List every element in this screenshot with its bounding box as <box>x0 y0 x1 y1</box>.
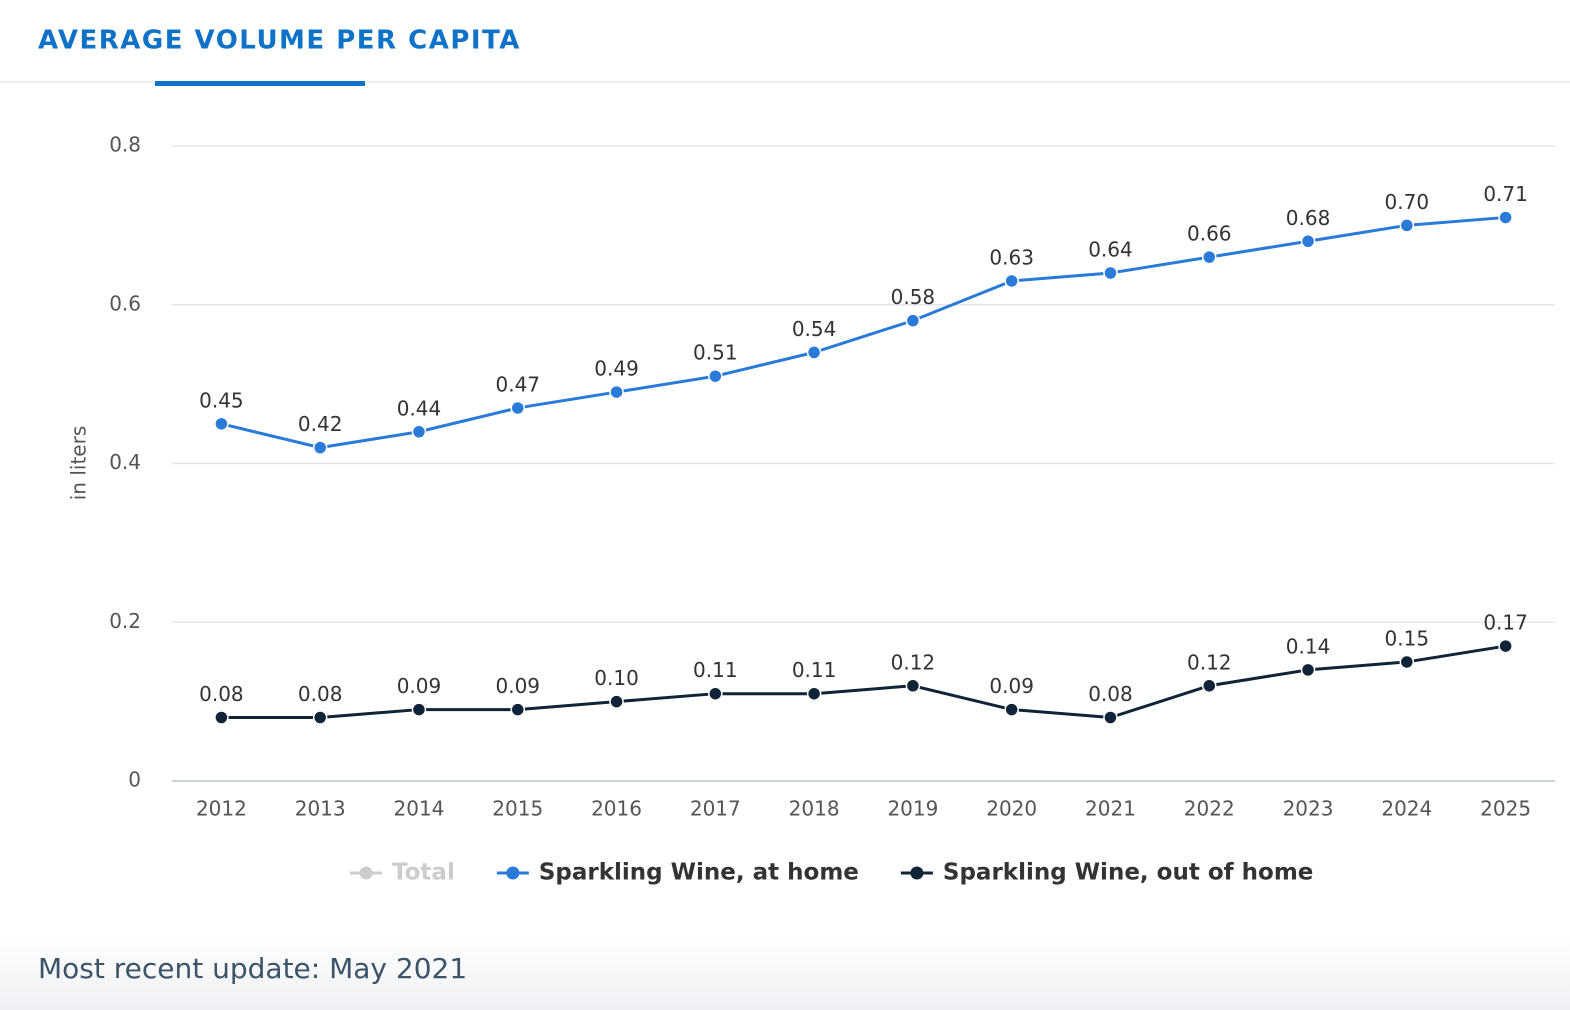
x-tick-label: 2015 <box>492 797 543 821</box>
data-label: 0.47 <box>495 372 540 396</box>
data-label: 0.54 <box>792 317 837 341</box>
data-label: 0.17 <box>1483 611 1528 635</box>
data-point <box>510 400 525 416</box>
data-point <box>806 345 822 360</box>
data-label: 0.12 <box>1187 650 1232 674</box>
data-label: 0.08 <box>199 682 244 706</box>
data-point <box>708 686 723 701</box>
data-label: 0.66 <box>1187 222 1232 246</box>
legend-marker <box>910 866 924 880</box>
data-point <box>1300 662 1316 678</box>
footer-bg <box>0 935 1570 1010</box>
data-label: 0.71 <box>1483 182 1528 206</box>
data-point <box>214 710 229 725</box>
tab-bar <box>0 0 1570 82</box>
x-tick-label: 2021 <box>1085 797 1136 821</box>
data-point <box>510 702 525 717</box>
data-point <box>1103 710 1118 725</box>
data-label: 0.15 <box>1385 626 1430 650</box>
x-tick-label: 2012 <box>196 797 247 821</box>
x-tick-label: 2023 <box>1283 797 1334 821</box>
data-point <box>1004 702 1019 717</box>
data-label: 0.44 <box>397 396 442 420</box>
data-point <box>312 710 328 725</box>
data-point <box>609 694 624 709</box>
y-tick-label: 0.6 <box>109 291 141 315</box>
data-label: 0.64 <box>1088 238 1133 262</box>
data-label: 0.51 <box>693 341 738 365</box>
data-point <box>1399 218 1415 233</box>
x-tick-label: 2013 <box>295 797 346 821</box>
data-label: 0.08 <box>1088 682 1133 706</box>
data-label: 0.10 <box>594 666 639 690</box>
data-label: 0.68 <box>1286 206 1331 230</box>
x-tick-label: 2020 <box>986 797 1037 821</box>
x-tick-label: 2017 <box>690 797 741 821</box>
data-point <box>905 313 921 328</box>
data-label: 0.09 <box>495 674 540 698</box>
x-tick-label: 2018 <box>789 797 840 821</box>
data-label: 0.45 <box>199 388 244 412</box>
data-point <box>1004 273 1019 289</box>
x-tick-label: 2016 <box>591 797 642 821</box>
data-point <box>609 384 624 400</box>
data-point <box>1202 249 1217 265</box>
data-point <box>411 702 427 717</box>
data-label: 0.58 <box>891 285 936 309</box>
data-label: 0.49 <box>594 357 639 381</box>
data-point <box>806 686 822 701</box>
data-label: 0.08 <box>298 682 343 706</box>
data-label: 0.70 <box>1385 190 1430 214</box>
data-label: 0.63 <box>989 245 1034 269</box>
data-point <box>708 368 723 384</box>
tab-title[interactable]: AVERAGE VOLUME PER CAPITA <box>38 26 521 56</box>
data-label: 0.11 <box>792 658 837 682</box>
y-tick-label: 0.2 <box>109 609 141 633</box>
x-tick-label: 2022 <box>1184 797 1235 821</box>
tab-underline <box>155 81 365 86</box>
data-point <box>411 424 427 439</box>
x-tick-label: 2014 <box>394 797 445 821</box>
legend-label[interactable]: Sparkling Wine, at home <box>539 860 859 886</box>
data-label: 0.14 <box>1286 634 1331 658</box>
data-point <box>1399 654 1415 670</box>
data-point <box>312 440 328 455</box>
data-point <box>905 678 921 693</box>
x-tick-label: 2019 <box>887 797 938 821</box>
data-label: 0.11 <box>693 658 738 682</box>
data-point <box>1103 265 1118 281</box>
data-point <box>1300 234 1316 249</box>
x-tick-label: 2024 <box>1381 797 1432 821</box>
data-label: 0.09 <box>989 674 1034 698</box>
series-line <box>221 644 1506 720</box>
y-tick-label: 0.4 <box>109 450 141 474</box>
footer-text: Most recent update: May 2021 <box>38 952 467 985</box>
data-point <box>1498 210 1513 225</box>
legend-label[interactable]: Sparkling Wine, out of home <box>943 860 1314 886</box>
data-point <box>214 416 229 432</box>
legend-label[interactable]: Total <box>392 860 455 886</box>
data-label: 0.09 <box>397 674 442 698</box>
data-point <box>1498 638 1513 654</box>
y-tick-label: 0.8 <box>109 133 141 157</box>
legend-marker <box>359 866 373 880</box>
data-label: 0.12 <box>891 650 936 674</box>
series-line <box>221 215 1506 450</box>
y-axis-label: in liters <box>67 426 91 501</box>
x-tick-label: 2025 <box>1480 797 1531 821</box>
data-label: 0.42 <box>298 412 343 436</box>
y-tick-label: 0 <box>128 768 141 792</box>
legend-marker <box>506 866 520 880</box>
data-point <box>1202 678 1217 693</box>
